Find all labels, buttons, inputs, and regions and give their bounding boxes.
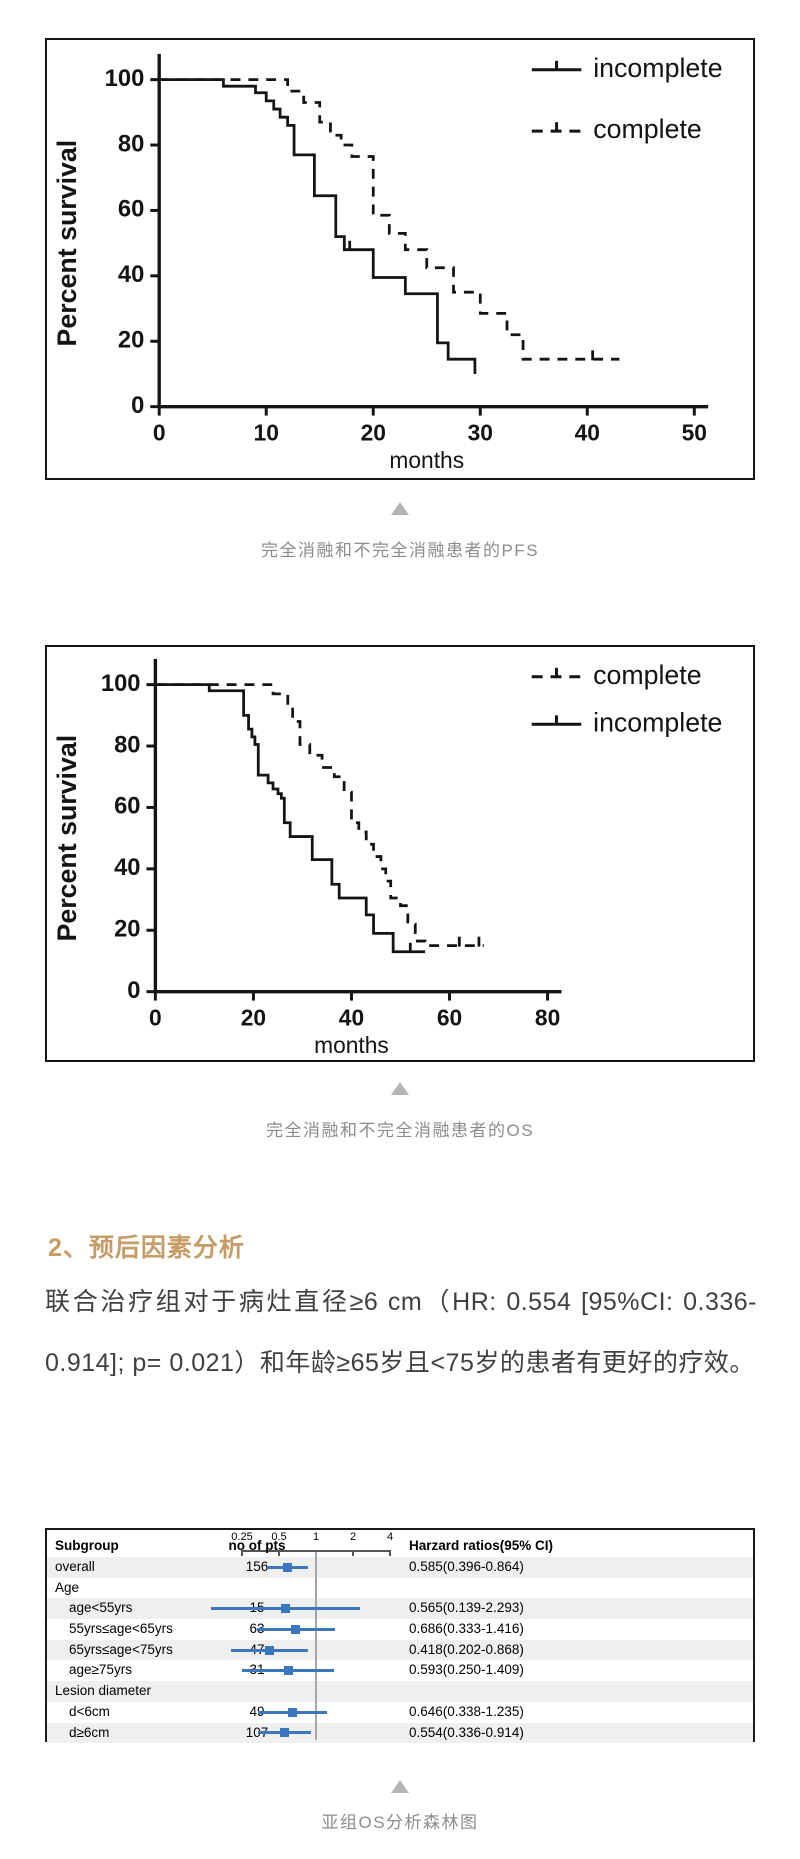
x-tick-label: 80 bbox=[535, 1004, 560, 1030]
forest-row: d≥6cm 107 0.554(0.336-0.914) bbox=[47, 1722, 753, 1744]
forest-row-hr: 0.565(0.139-2.293) bbox=[409, 1600, 524, 1616]
series-complete bbox=[159, 78, 620, 361]
x-tick-label: 30 bbox=[468, 419, 493, 445]
forest-point-marker bbox=[264, 1645, 274, 1655]
legend-label-incomplete: incomplete bbox=[593, 707, 722, 737]
y-tick-label: 0 bbox=[131, 392, 144, 419]
x-axis-title: months bbox=[389, 447, 464, 473]
km-chart-pfs: 0 20 40 60 80 100 0 10 20 30 40 50 months Percent sur… bbox=[45, 38, 755, 480]
forest-point-marker bbox=[279, 1728, 289, 1738]
triangle-up-icon bbox=[391, 1780, 409, 1793]
x-tick-label: 10 bbox=[254, 419, 279, 445]
y-axis-title: Percent survival bbox=[52, 140, 82, 347]
y-tick-label: 20 bbox=[118, 327, 144, 354]
forest-row-label: overall bbox=[55, 1559, 95, 1574]
forest-scale-tick bbox=[389, 1550, 391, 1556]
km-chart-os: 0 20 40 60 80 100 0 20 40 60 80 months Percent survi… bbox=[45, 645, 755, 1062]
forest-row: 55yrs≤age<65yrs 63 0.686(0.333-1.416) bbox=[47, 1619, 753, 1640]
forest-row-label: Lesion diameter bbox=[55, 1683, 152, 1699]
forest-scale-tick bbox=[278, 1550, 280, 1556]
forest-header-n: no of pts bbox=[228, 1538, 286, 1553]
forest-row: age<55yrs150.565(0.139-2.293) bbox=[47, 1598, 753, 1620]
section-paragraph: 联合治疗组对于病灶直径≥6 cm（HR: 0.554 [95%CI: 0.336… bbox=[45, 1288, 757, 1377]
y-tick-label: 80 bbox=[114, 731, 140, 758]
forest-row: overall 156 0.585(0.396-0.864) bbox=[47, 1557, 753, 1578]
forest-row-hr: 0.418(0.202-0.868) bbox=[409, 1641, 524, 1657]
forest-row: Age bbox=[47, 1578, 753, 1599]
x-tick-label: 60 bbox=[437, 1004, 462, 1030]
forest-scale-tick-label: 2 bbox=[349, 1531, 357, 1543]
y-tick-label: 40 bbox=[118, 261, 144, 288]
forest-row-n: 156 bbox=[245, 1559, 269, 1574]
forest-row-label: Age bbox=[55, 1579, 80, 1595]
forest-point-marker bbox=[281, 1604, 291, 1614]
series-incomplete bbox=[159, 78, 477, 374]
forest-row: d<6cm 49 0.646(0.338-1.235) bbox=[47, 1702, 753, 1723]
forest-row-hr: 0.593(0.250-1.409) bbox=[409, 1662, 524, 1678]
forest-point-marker bbox=[288, 1707, 298, 1717]
y-tick-label: 100 bbox=[101, 670, 141, 697]
forest-scale-tick-label: 4 bbox=[386, 1531, 394, 1543]
y-tick-label: 60 bbox=[114, 793, 140, 820]
y-tick-label: 60 bbox=[118, 196, 144, 223]
triangle-up-icon bbox=[391, 502, 409, 515]
forest-row-label: d≥6cm bbox=[69, 1724, 110, 1740]
x-tick-label: 0 bbox=[153, 419, 166, 445]
forest-point-marker bbox=[283, 1666, 293, 1676]
legend-label-incomplete: incomplete bbox=[593, 53, 722, 83]
forest-row-label: age≥75yrs bbox=[69, 1662, 132, 1678]
x-axis-title: months bbox=[314, 1032, 389, 1058]
forest-row-label: 65yrs≤age<75yrs bbox=[69, 1641, 173, 1657]
os-caption: 完全消融和不完全消融患者的OS bbox=[265, 1121, 535, 1140]
x-tick-label: 20 bbox=[361, 419, 386, 445]
forest-row-label: d<6cm bbox=[69, 1703, 110, 1719]
forest-row-n: 107 bbox=[212, 1723, 302, 1744]
forest-scale-tick bbox=[241, 1550, 243, 1556]
forest-row: age≥75yrs310.593(0.250-1.409) bbox=[47, 1660, 753, 1681]
forest-row-hr: 0.585(0.396-0.864) bbox=[409, 1559, 524, 1574]
forest-point-marker bbox=[282, 1562, 292, 1572]
forest-row-label: age<55yrs bbox=[69, 1600, 133, 1616]
y-tick-label: 80 bbox=[118, 130, 144, 157]
pfs-caption: 完全消融和不完全消融患者的PFS bbox=[260, 541, 540, 560]
pfs-chart-svg: 0 20 40 60 80 100 0 10 20 30 40 50 months Percent sur… bbox=[52, 53, 723, 473]
forest-row: 65yrs≤age<75yrs470.418(0.202-0.868) bbox=[47, 1639, 753, 1661]
series-incomplete bbox=[155, 683, 426, 954]
x-tick-label: 0 bbox=[149, 1004, 162, 1030]
y-tick-label: 40 bbox=[114, 854, 140, 881]
x-tick-label: 50 bbox=[682, 419, 707, 445]
y-tick-label: 20 bbox=[114, 916, 140, 943]
x-tick-label: 40 bbox=[575, 419, 600, 445]
y-tick-label: 0 bbox=[127, 977, 140, 1004]
x-tick-label: 40 bbox=[339, 1004, 364, 1030]
forest-row-hr: 0.554(0.336-0.914) bbox=[409, 1724, 524, 1740]
legend-label-complete: complete bbox=[593, 114, 702, 144]
forest-header-subgroup: Subgroup bbox=[55, 1538, 119, 1553]
forest-scale-tick-label: 0.25 bbox=[231, 1531, 253, 1543]
forest-header: Subgroup no of pts Harzard ratios(95% CI) 0… bbox=[47, 1530, 753, 1557]
forest-row-hr: 0.646(0.338-1.235) bbox=[409, 1703, 524, 1719]
triangle-up-icon bbox=[391, 1082, 409, 1095]
forest-scale-tick-label: 1 bbox=[312, 1531, 320, 1543]
forest-row: Lesion diameter bbox=[47, 1681, 753, 1702]
y-tick-label: 100 bbox=[105, 65, 145, 92]
forest-scale-tick-label: 0.5 bbox=[271, 1531, 287, 1543]
forest-row-n: 49 bbox=[249, 1703, 265, 1719]
series-complete bbox=[155, 683, 484, 947]
forest-caption: 亚组OS分析森林图 bbox=[321, 1813, 479, 1832]
forest-row-label: 55yrs≤age<65yrs bbox=[69, 1621, 173, 1637]
forest-header-hr: Harzard ratios(95% CI) bbox=[409, 1538, 554, 1553]
legend-label-complete: complete bbox=[593, 660, 701, 690]
forest-reference-line bbox=[315, 1552, 317, 1740]
y-axis-title: Percent survival bbox=[52, 735, 82, 942]
forest-plot: Subgroup no of pts Harzard ratios(95% CI) 0… bbox=[45, 1528, 755, 1744]
section-heading: 2、预后因素分析 bbox=[48, 1234, 245, 1262]
x-tick-label: 20 bbox=[241, 1004, 266, 1030]
os-chart-svg: 0 20 40 60 80 100 0 20 40 60 80 months Percent survi… bbox=[52, 658, 722, 1058]
forest-scale-tick bbox=[352, 1550, 354, 1556]
forest-point-marker bbox=[291, 1624, 301, 1634]
forest-row-hr: 0.686(0.333-1.416) bbox=[409, 1621, 524, 1637]
forest-row-n: 63 bbox=[212, 1619, 302, 1640]
